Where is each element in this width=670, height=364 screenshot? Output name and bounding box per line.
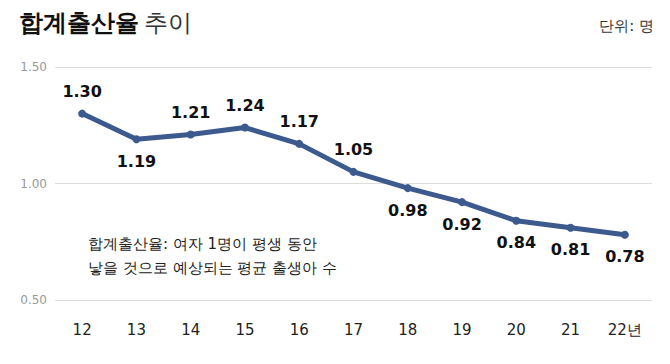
- svg-text:20: 20: [507, 321, 526, 339]
- svg-text:15: 15: [235, 321, 254, 339]
- svg-text:단위: 명: 단위: 명: [599, 17, 654, 35]
- svg-text:13: 13: [127, 321, 146, 339]
- svg-text:22년: 22년: [608, 321, 642, 339]
- svg-text:14: 14: [181, 321, 200, 339]
- svg-text:1.24: 1.24: [225, 96, 264, 115]
- svg-text:21: 21: [561, 321, 580, 339]
- svg-text:합계출산율: 여자 1명이 평생 동안: 합계출산율: 여자 1명이 평생 동안: [88, 235, 317, 253]
- svg-text:합계출산율: 합계출산율: [19, 9, 139, 37]
- svg-text:1.05: 1.05: [334, 140, 373, 159]
- svg-text:0.84: 0.84: [497, 233, 536, 252]
- svg-text:0.50: 0.50: [20, 293, 47, 307]
- svg-text:0.92: 0.92: [442, 215, 481, 234]
- svg-text:1.21: 1.21: [171, 103, 210, 122]
- svg-text:18: 18: [398, 321, 417, 339]
- svg-text:1.30: 1.30: [62, 82, 101, 101]
- svg-text:1.17: 1.17: [279, 112, 318, 131]
- svg-text:1.50: 1.50: [20, 60, 47, 74]
- svg-text:0.81: 0.81: [551, 240, 590, 259]
- svg-text:12: 12: [73, 321, 92, 339]
- svg-text:17: 17: [344, 321, 363, 339]
- svg-text:19: 19: [452, 321, 471, 339]
- svg-text:추이: 추이: [144, 9, 192, 37]
- svg-text:1.19: 1.19: [117, 152, 156, 171]
- svg-text:1.00: 1.00: [20, 177, 47, 191]
- svg-text:16: 16: [290, 321, 309, 339]
- svg-text:0.98: 0.98: [388, 201, 427, 220]
- svg-text:0.78: 0.78: [605, 247, 644, 266]
- svg-text:낳을 것으로 예상되는 평균 출생아 수: 낳을 것으로 예상되는 평균 출생아 수: [88, 259, 337, 277]
